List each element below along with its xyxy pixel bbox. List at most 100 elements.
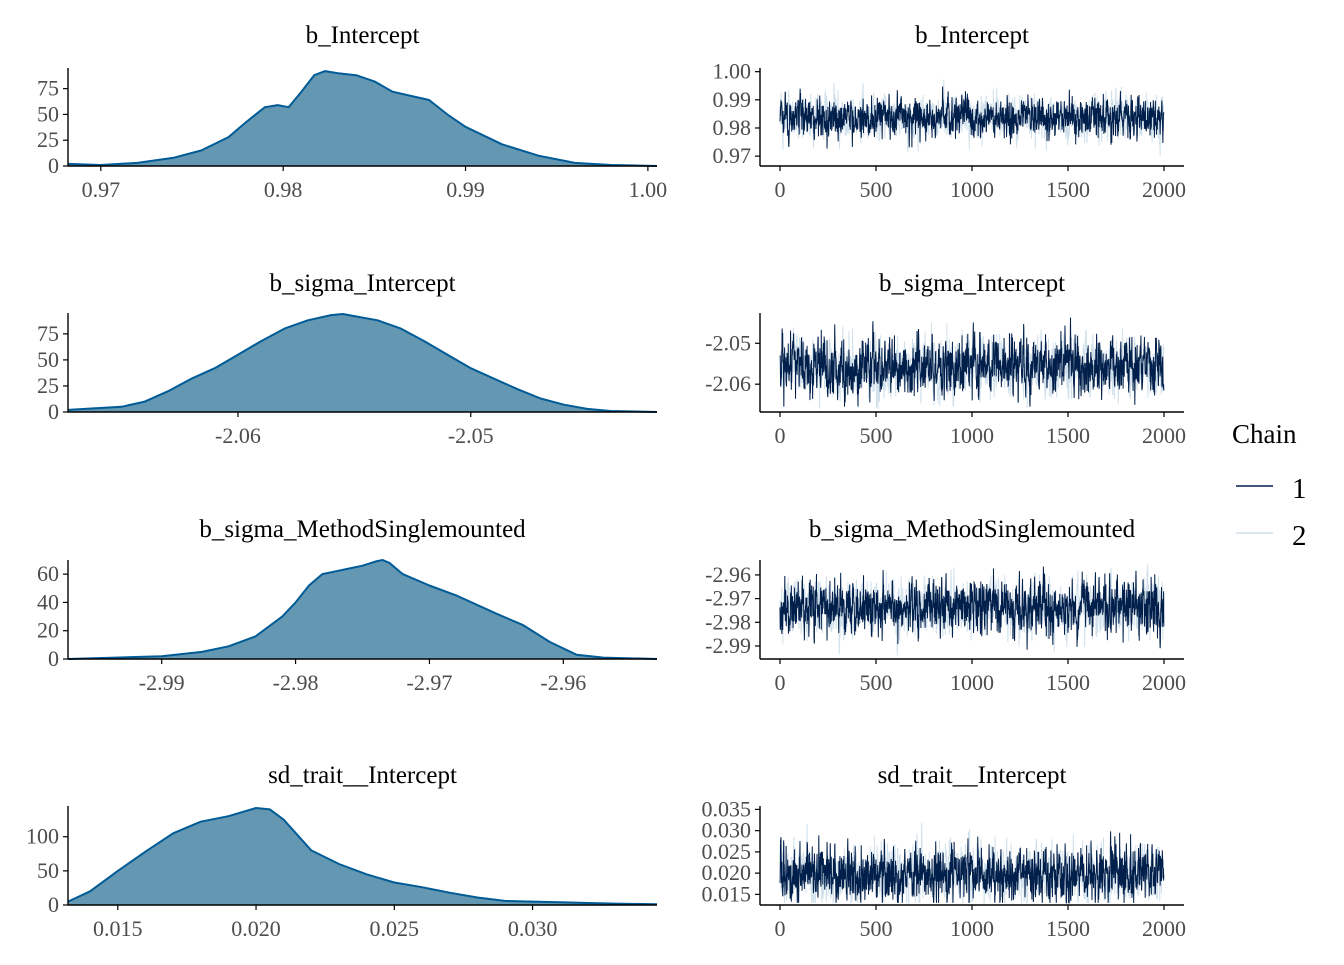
- x-tick-label: -2.97: [407, 670, 453, 695]
- trace-panel-0: b_Intercept 0 500 1000 1500 2000 0.97 0.98 0.99 1…: [713, 22, 1187, 202]
- y-tick-label: 0: [48, 399, 59, 424]
- x-tick-label: 1500: [1046, 177, 1090, 202]
- x-tick-label: 0.030: [508, 916, 558, 941]
- density-area: [68, 71, 657, 166]
- y-tick-label: -2.96: [705, 562, 751, 587]
- y-tick-label: 50: [37, 858, 59, 883]
- y-tick-label: -2.97: [705, 586, 751, 611]
- x-tick-label: 500: [860, 916, 893, 941]
- y-tick-label: 0: [48, 646, 59, 671]
- y-tick-label: 75: [37, 76, 59, 101]
- x-tick-label: 0.015: [93, 916, 143, 941]
- panel-title: b_Intercept: [915, 22, 1029, 49]
- density-line: [67, 313, 658, 413]
- x-tick-label: 0: [775, 670, 786, 695]
- x-tick-label: 0.020: [231, 916, 281, 941]
- panel-title: b_sigma_MethodSinglemounted: [809, 516, 1136, 543]
- x-tick-label: 500: [860, 423, 893, 448]
- x-tick-label: -2.98: [273, 670, 319, 695]
- panel-title: b_Intercept: [306, 22, 420, 49]
- x-tick-label: -2.99: [139, 670, 185, 695]
- x-tick-label: -2.96: [540, 670, 586, 695]
- y-tick-label: -2.99: [705, 633, 751, 658]
- panel-title: b_sigma_Intercept: [879, 270, 1065, 297]
- x-tick-label: 500: [860, 670, 893, 695]
- density-area: [68, 808, 657, 905]
- y-tick-label: 25: [37, 127, 59, 152]
- density-line: [67, 807, 658, 906]
- x-tick-label: -2.05: [448, 423, 494, 448]
- x-tick-label: 1500: [1046, 423, 1090, 448]
- x-tick-label: 0.98: [264, 177, 303, 202]
- y-tick-label: 0.020: [702, 860, 752, 885]
- y-tick-label: 60: [37, 561, 59, 586]
- y-tick-label: 50: [37, 101, 59, 126]
- chain-legend: Chain 1 2: [1232, 419, 1307, 552]
- trace-chain-1: [779, 566, 1165, 650]
- y-tick-label: -2.98: [705, 609, 751, 634]
- y-tick-label: 0.035: [702, 796, 752, 821]
- y-tick-label: 0.99: [713, 87, 752, 112]
- legend-title: Chain: [1232, 419, 1297, 449]
- density-panel-2: b_sigma_MethodSinglemounted -2.99 -2.98 -2.…: [37, 516, 658, 695]
- y-tick-label: 75: [37, 321, 59, 346]
- legend-label-chain-2: 2: [1292, 520, 1307, 552]
- x-tick-label: 0.99: [446, 177, 485, 202]
- density-line: [67, 70, 658, 167]
- x-tick-label: 1500: [1046, 916, 1090, 941]
- trace-chain-1: [779, 831, 1165, 904]
- x-tick-label: 1.00: [629, 177, 668, 202]
- density-panel-3: sd_trait__Intercept 0.015 0.020 0.025 0.030 0…: [26, 762, 658, 941]
- y-tick-label: 100: [26, 824, 59, 849]
- x-tick-label: 1000: [950, 423, 994, 448]
- x-tick-label: 2000: [1142, 916, 1186, 941]
- y-tick-label: 0.015: [702, 881, 752, 906]
- y-tick-label: 0.025: [702, 839, 752, 864]
- y-tick-label: -2.06: [705, 371, 751, 396]
- x-tick-label: 1500: [1046, 670, 1090, 695]
- density-area: [68, 560, 657, 659]
- panel-title: b_sigma_Intercept: [269, 270, 455, 297]
- density-area: [68, 314, 657, 412]
- x-tick-label: -2.06: [215, 423, 261, 448]
- y-tick-label: 0.97: [713, 143, 752, 168]
- trace-chain-1: [779, 317, 1165, 407]
- x-tick-label: 0: [775, 423, 786, 448]
- x-tick-label: 0: [775, 177, 786, 202]
- x-tick-label: 0: [775, 916, 786, 941]
- x-tick-label: 500: [860, 177, 893, 202]
- y-tick-label: 50: [37, 347, 59, 372]
- trace-panel-3: sd_trait__Intercept 0 500 1000 1500 2000 0.015…: [702, 762, 1187, 941]
- legend-label-chain-1: 1: [1292, 473, 1307, 505]
- trace-chain-2: [779, 564, 1165, 656]
- panel-title: sd_trait__Intercept: [878, 762, 1067, 789]
- x-tick-label: 0.025: [370, 916, 420, 941]
- y-tick-label: 0.98: [713, 115, 752, 140]
- x-tick-label: 2000: [1142, 670, 1186, 695]
- x-tick-label: 2000: [1142, 423, 1186, 448]
- trace-panel-2: b_sigma_MethodSinglemounted 0 500 1000 1500 2…: [705, 516, 1186, 695]
- y-tick-label: 20: [37, 618, 59, 643]
- y-tick-label: 1.00: [713, 59, 752, 84]
- y-tick-label: -2.05: [705, 330, 751, 355]
- trace-panel-1: b_sigma_Intercept 0 500 1000 1500 2000 -2.06 -2…: [705, 270, 1186, 448]
- panel-title: sd_trait__Intercept: [268, 762, 457, 789]
- panel-title: b_sigma_MethodSinglemounted: [199, 516, 526, 543]
- density-line: [67, 559, 658, 660]
- y-tick-label: 40: [37, 589, 59, 614]
- x-tick-label: 1000: [950, 670, 994, 695]
- trace-chain-1: [779, 86, 1165, 149]
- x-tick-label: 0.97: [82, 177, 121, 202]
- x-tick-label: 2000: [1142, 177, 1186, 202]
- y-tick-label: 25: [37, 373, 59, 398]
- x-tick-label: 1000: [950, 916, 994, 941]
- y-tick-label: 0: [48, 153, 59, 178]
- x-tick-label: 1000: [950, 177, 994, 202]
- y-tick-label: 0.030: [702, 818, 752, 843]
- y-tick-label: 0: [48, 892, 59, 917]
